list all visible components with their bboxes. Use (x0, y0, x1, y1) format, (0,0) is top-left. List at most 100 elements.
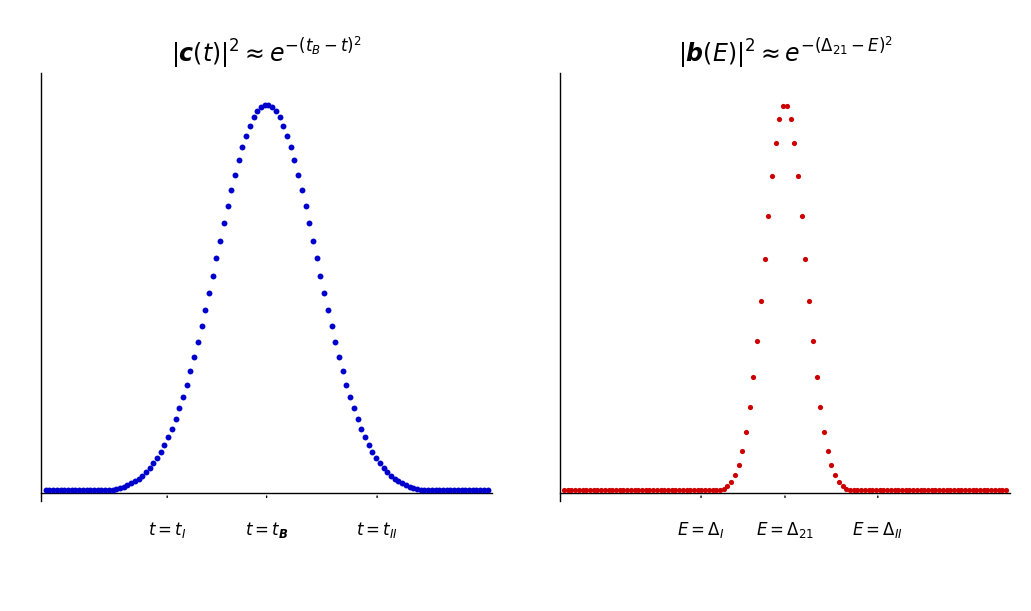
Point (794, 211, 810, 221)
Point (294, 185, 310, 195)
Point (431, 485, 447, 495)
Point (175, 392, 192, 402)
Point (704, 485, 721, 495)
Point (786, 138, 802, 148)
Point (738, 426, 755, 436)
Point (556, 485, 572, 495)
Text: $t = t_{\boldsymbol{B}}$: $t = t_{\boldsymbol{B}}$ (244, 521, 289, 541)
Point (656, 485, 672, 495)
Point (257, 100, 273, 109)
Point (667, 485, 684, 495)
Point (41, 485, 58, 495)
Point (834, 481, 851, 491)
Point (897, 485, 913, 495)
Point (812, 402, 829, 412)
Point (745, 372, 762, 382)
Point (190, 337, 206, 347)
Point (157, 440, 173, 450)
Point (827, 470, 843, 480)
Point (994, 485, 1010, 495)
Point (783, 114, 799, 123)
Point (887, 485, 903, 495)
Point (597, 485, 613, 495)
Point (331, 352, 347, 362)
Point (320, 305, 336, 315)
Point (60, 485, 76, 495)
Point (357, 433, 373, 442)
Point (875, 485, 892, 495)
Point (312, 271, 329, 280)
Point (920, 485, 936, 495)
Point (145, 458, 162, 468)
Point (671, 485, 688, 495)
Point (111, 483, 128, 493)
Point (253, 102, 269, 112)
Point (708, 485, 725, 495)
Point (611, 485, 628, 495)
Point (324, 321, 340, 331)
Point (645, 485, 662, 495)
Point (741, 402, 758, 412)
Point (338, 379, 355, 389)
Point (250, 106, 266, 116)
Title: $|\boldsymbol{c}(t)|^2 \approx e^{-(t_B-t)^2}$: $|\boldsymbol{c}(t)|^2 \approx e^{-(t_B-… (171, 35, 362, 70)
Point (950, 485, 966, 495)
Point (723, 477, 739, 486)
Point (194, 321, 210, 331)
Point (167, 414, 184, 424)
Point (845, 485, 862, 495)
Point (767, 138, 784, 148)
Point (454, 485, 470, 495)
Point (153, 447, 169, 457)
Point (589, 485, 605, 495)
Point (178, 379, 195, 389)
Point (234, 142, 251, 152)
Point (93, 485, 109, 495)
Point (957, 485, 973, 495)
Point (82, 485, 99, 495)
Point (690, 485, 706, 495)
Point (775, 101, 792, 111)
Point (182, 367, 199, 376)
Text: $E = \Delta_I$: $E = \Delta_I$ (677, 521, 725, 541)
Point (945, 485, 962, 495)
Point (350, 414, 366, 424)
Point (975, 485, 992, 495)
Point (101, 485, 118, 495)
Point (390, 477, 406, 486)
Point (711, 485, 728, 495)
Point (637, 485, 654, 495)
Point (479, 485, 496, 495)
Point (345, 404, 362, 414)
Point (130, 474, 146, 483)
Point (857, 485, 873, 495)
Point (890, 485, 906, 495)
Point (127, 477, 143, 486)
Point (641, 485, 658, 495)
Point (465, 485, 481, 495)
Point (619, 485, 635, 495)
Point (475, 485, 492, 495)
Point (287, 155, 303, 165)
Point (778, 101, 795, 111)
Point (308, 253, 325, 263)
Point (245, 112, 262, 122)
Point (268, 106, 285, 116)
Point (97, 485, 113, 495)
Point (123, 478, 139, 488)
Point (953, 485, 969, 495)
Point (627, 485, 643, 495)
Point (868, 485, 885, 495)
Point (581, 485, 598, 495)
Point (408, 484, 425, 494)
Point (574, 485, 591, 495)
Text: $t = t_{II}$: $t = t_{II}$ (356, 521, 398, 541)
Point (971, 485, 988, 495)
Point (753, 296, 769, 306)
Point (260, 100, 276, 109)
Point (586, 485, 602, 495)
Point (894, 485, 910, 495)
Point (56, 485, 72, 495)
Point (998, 485, 1015, 495)
Point (141, 463, 158, 473)
